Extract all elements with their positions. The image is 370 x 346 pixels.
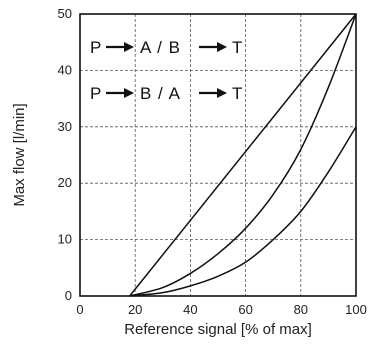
x-tick-label: 0 [76,302,83,317]
annotation-p-ab-t: P A / B T [90,38,243,57]
x-tick-label: 80 [294,302,308,317]
x-tick-label: 40 [183,302,197,317]
annotation-1-ab: A / B [140,38,181,57]
curve-series-1 [129,13,357,297]
annotation-1-p: P [90,38,102,57]
annotation-2-p: P [90,84,102,103]
y-tick-label: 0 [65,288,72,303]
y-tick-label: 40 [58,62,72,77]
y-tick-label: 20 [58,175,72,190]
y-tick-label: 10 [58,232,72,247]
x-axis-title: Reference signal [% of max] [124,321,312,338]
curves-layer [129,13,357,297]
plot-frame [79,13,357,297]
annotation-1-t: T [232,38,243,57]
annotation-2-ba: B / A [140,84,181,103]
y-tick-label: 30 [58,119,72,134]
arrow-icon [199,88,227,98]
x-tick-label: 100 [345,302,367,317]
annotation-2-t: T [232,84,243,103]
curve-series-3 [129,126,357,297]
arrow-icon [106,88,134,98]
annotation-p-ba-t: P B / A T [90,84,243,103]
y-axis-title: Max flow [l/min] [11,103,28,206]
grid-layer [80,14,356,296]
ticks-layer: 0 20 40 60 80 100 0 10 20 30 40 50 [58,6,367,317]
x-tick-label: 20 [128,302,142,317]
arrow-icon [106,42,134,52]
x-tick-label: 60 [238,302,252,317]
y-tick-label: 50 [58,6,72,21]
arrow-icon [199,42,227,52]
curve-series-2 [129,13,357,297]
